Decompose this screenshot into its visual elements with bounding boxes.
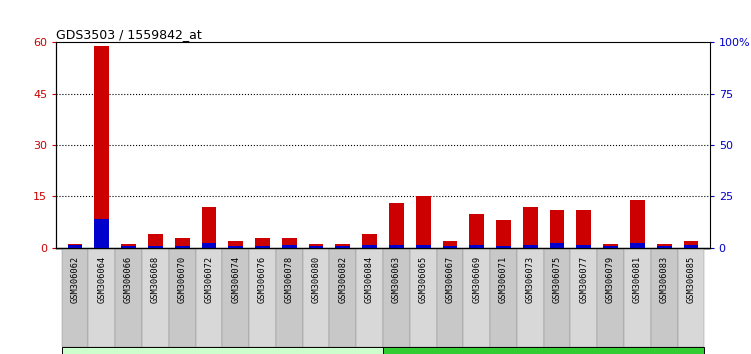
Bar xyxy=(336,244,350,248)
Text: GSM306067: GSM306067 xyxy=(445,256,454,303)
Bar xyxy=(463,248,490,347)
Bar xyxy=(89,248,115,347)
Bar xyxy=(121,246,136,248)
Bar xyxy=(496,246,511,248)
Bar xyxy=(121,244,136,248)
Text: GDS3503 / 1559842_at: GDS3503 / 1559842_at xyxy=(56,28,202,41)
Bar xyxy=(657,246,671,248)
Bar xyxy=(282,245,297,248)
Bar xyxy=(389,245,404,248)
Bar xyxy=(356,248,383,347)
Text: GSM306085: GSM306085 xyxy=(686,256,695,303)
Text: GSM306069: GSM306069 xyxy=(472,256,481,303)
Bar xyxy=(62,248,89,347)
Bar xyxy=(383,347,704,354)
Bar xyxy=(148,246,163,248)
Bar xyxy=(201,243,216,248)
Bar xyxy=(523,207,538,248)
Bar xyxy=(336,246,350,248)
Text: GSM306071: GSM306071 xyxy=(499,256,508,303)
Bar xyxy=(416,245,430,248)
Bar xyxy=(683,245,698,248)
Bar xyxy=(282,238,297,248)
Bar xyxy=(651,248,677,347)
Bar xyxy=(442,246,457,248)
Text: GSM306062: GSM306062 xyxy=(71,256,80,303)
Bar xyxy=(249,248,276,347)
Bar xyxy=(577,245,591,248)
Bar xyxy=(436,248,463,347)
Bar xyxy=(389,203,404,248)
Bar xyxy=(571,248,597,347)
Bar xyxy=(255,246,270,248)
Bar xyxy=(169,248,195,347)
Bar xyxy=(416,196,430,248)
Bar xyxy=(496,221,511,248)
Bar xyxy=(201,207,216,248)
Bar xyxy=(68,244,83,248)
Bar xyxy=(95,46,109,248)
Text: GSM306066: GSM306066 xyxy=(124,256,133,303)
Text: GSM306072: GSM306072 xyxy=(204,256,213,303)
Text: GSM306080: GSM306080 xyxy=(312,256,321,303)
Bar xyxy=(309,246,324,248)
Text: GSM306070: GSM306070 xyxy=(178,256,187,303)
Bar xyxy=(597,248,624,347)
Text: GSM306073: GSM306073 xyxy=(526,256,535,303)
Bar xyxy=(62,347,383,354)
Bar xyxy=(469,213,484,248)
Bar xyxy=(195,248,222,347)
Bar xyxy=(362,245,377,248)
Bar xyxy=(550,210,565,248)
Bar xyxy=(175,238,189,248)
Text: GSM306082: GSM306082 xyxy=(339,256,348,303)
Bar xyxy=(523,245,538,248)
Text: GSM306079: GSM306079 xyxy=(606,256,615,303)
Text: GSM306065: GSM306065 xyxy=(418,256,427,303)
Bar xyxy=(544,248,571,347)
Text: GSM306068: GSM306068 xyxy=(151,256,160,303)
Bar xyxy=(276,248,303,347)
Bar xyxy=(677,248,704,347)
Bar xyxy=(577,210,591,248)
Text: GSM306083: GSM306083 xyxy=(659,256,668,303)
Bar xyxy=(657,244,671,248)
Bar xyxy=(410,248,436,347)
Bar xyxy=(330,248,356,347)
Bar xyxy=(683,241,698,248)
Bar xyxy=(255,238,270,248)
Bar xyxy=(95,219,109,248)
Bar xyxy=(362,234,377,248)
Bar xyxy=(228,246,243,248)
Bar xyxy=(603,246,618,248)
Bar xyxy=(550,243,565,248)
Bar xyxy=(222,248,249,347)
Text: GSM306075: GSM306075 xyxy=(553,256,562,303)
Bar xyxy=(517,248,544,347)
Text: GSM306078: GSM306078 xyxy=(285,256,294,303)
Bar xyxy=(68,245,83,248)
Text: GSM306074: GSM306074 xyxy=(231,256,240,303)
Bar xyxy=(228,241,243,248)
Bar xyxy=(175,246,189,248)
Text: GSM306064: GSM306064 xyxy=(98,256,107,303)
Text: GSM306077: GSM306077 xyxy=(579,256,588,303)
Bar xyxy=(630,243,645,248)
Bar xyxy=(148,234,163,248)
Bar xyxy=(383,248,410,347)
Bar xyxy=(624,248,651,347)
Text: GSM306063: GSM306063 xyxy=(392,256,401,303)
Bar xyxy=(115,248,142,347)
Bar xyxy=(603,244,618,248)
Bar xyxy=(469,245,484,248)
Text: GSM306076: GSM306076 xyxy=(258,256,267,303)
Bar xyxy=(630,200,645,248)
Text: GSM306084: GSM306084 xyxy=(365,256,374,303)
Bar xyxy=(303,248,330,347)
Text: GSM306081: GSM306081 xyxy=(633,256,642,303)
Bar xyxy=(490,248,517,347)
Bar xyxy=(442,241,457,248)
Bar xyxy=(309,244,324,248)
Bar xyxy=(142,248,169,347)
